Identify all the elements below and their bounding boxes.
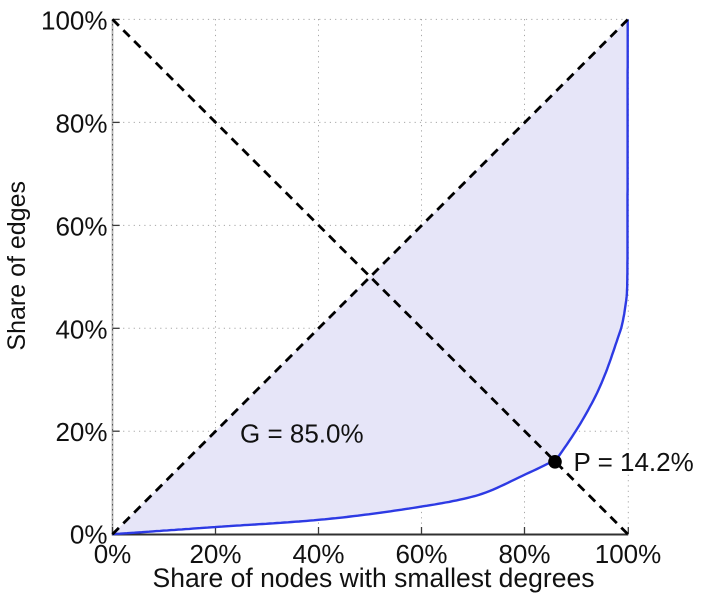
svg-text:20%: 20% bbox=[189, 539, 241, 569]
svg-text:100%: 100% bbox=[595, 539, 662, 569]
svg-text:0%: 0% bbox=[94, 539, 132, 569]
svg-text:100%: 100% bbox=[41, 5, 108, 35]
svg-text:80%: 80% bbox=[498, 539, 550, 569]
svg-text:80%: 80% bbox=[55, 108, 107, 138]
svg-text:G = 85.0%: G = 85.0% bbox=[240, 419, 364, 449]
svg-text:Share of nodes with smallest d: Share of nodes with smallest degrees bbox=[153, 563, 595, 593]
svg-text:60%: 60% bbox=[55, 211, 107, 241]
svg-text:60%: 60% bbox=[395, 539, 447, 569]
svg-text:Share of edges: Share of edges bbox=[3, 181, 31, 351]
svg-text:0%: 0% bbox=[70, 520, 108, 550]
svg-text:40%: 40% bbox=[55, 314, 107, 344]
svg-text:20%: 20% bbox=[55, 417, 107, 447]
svg-text:P = 14.2%: P = 14.2% bbox=[574, 447, 694, 477]
svg-text:40%: 40% bbox=[292, 539, 344, 569]
